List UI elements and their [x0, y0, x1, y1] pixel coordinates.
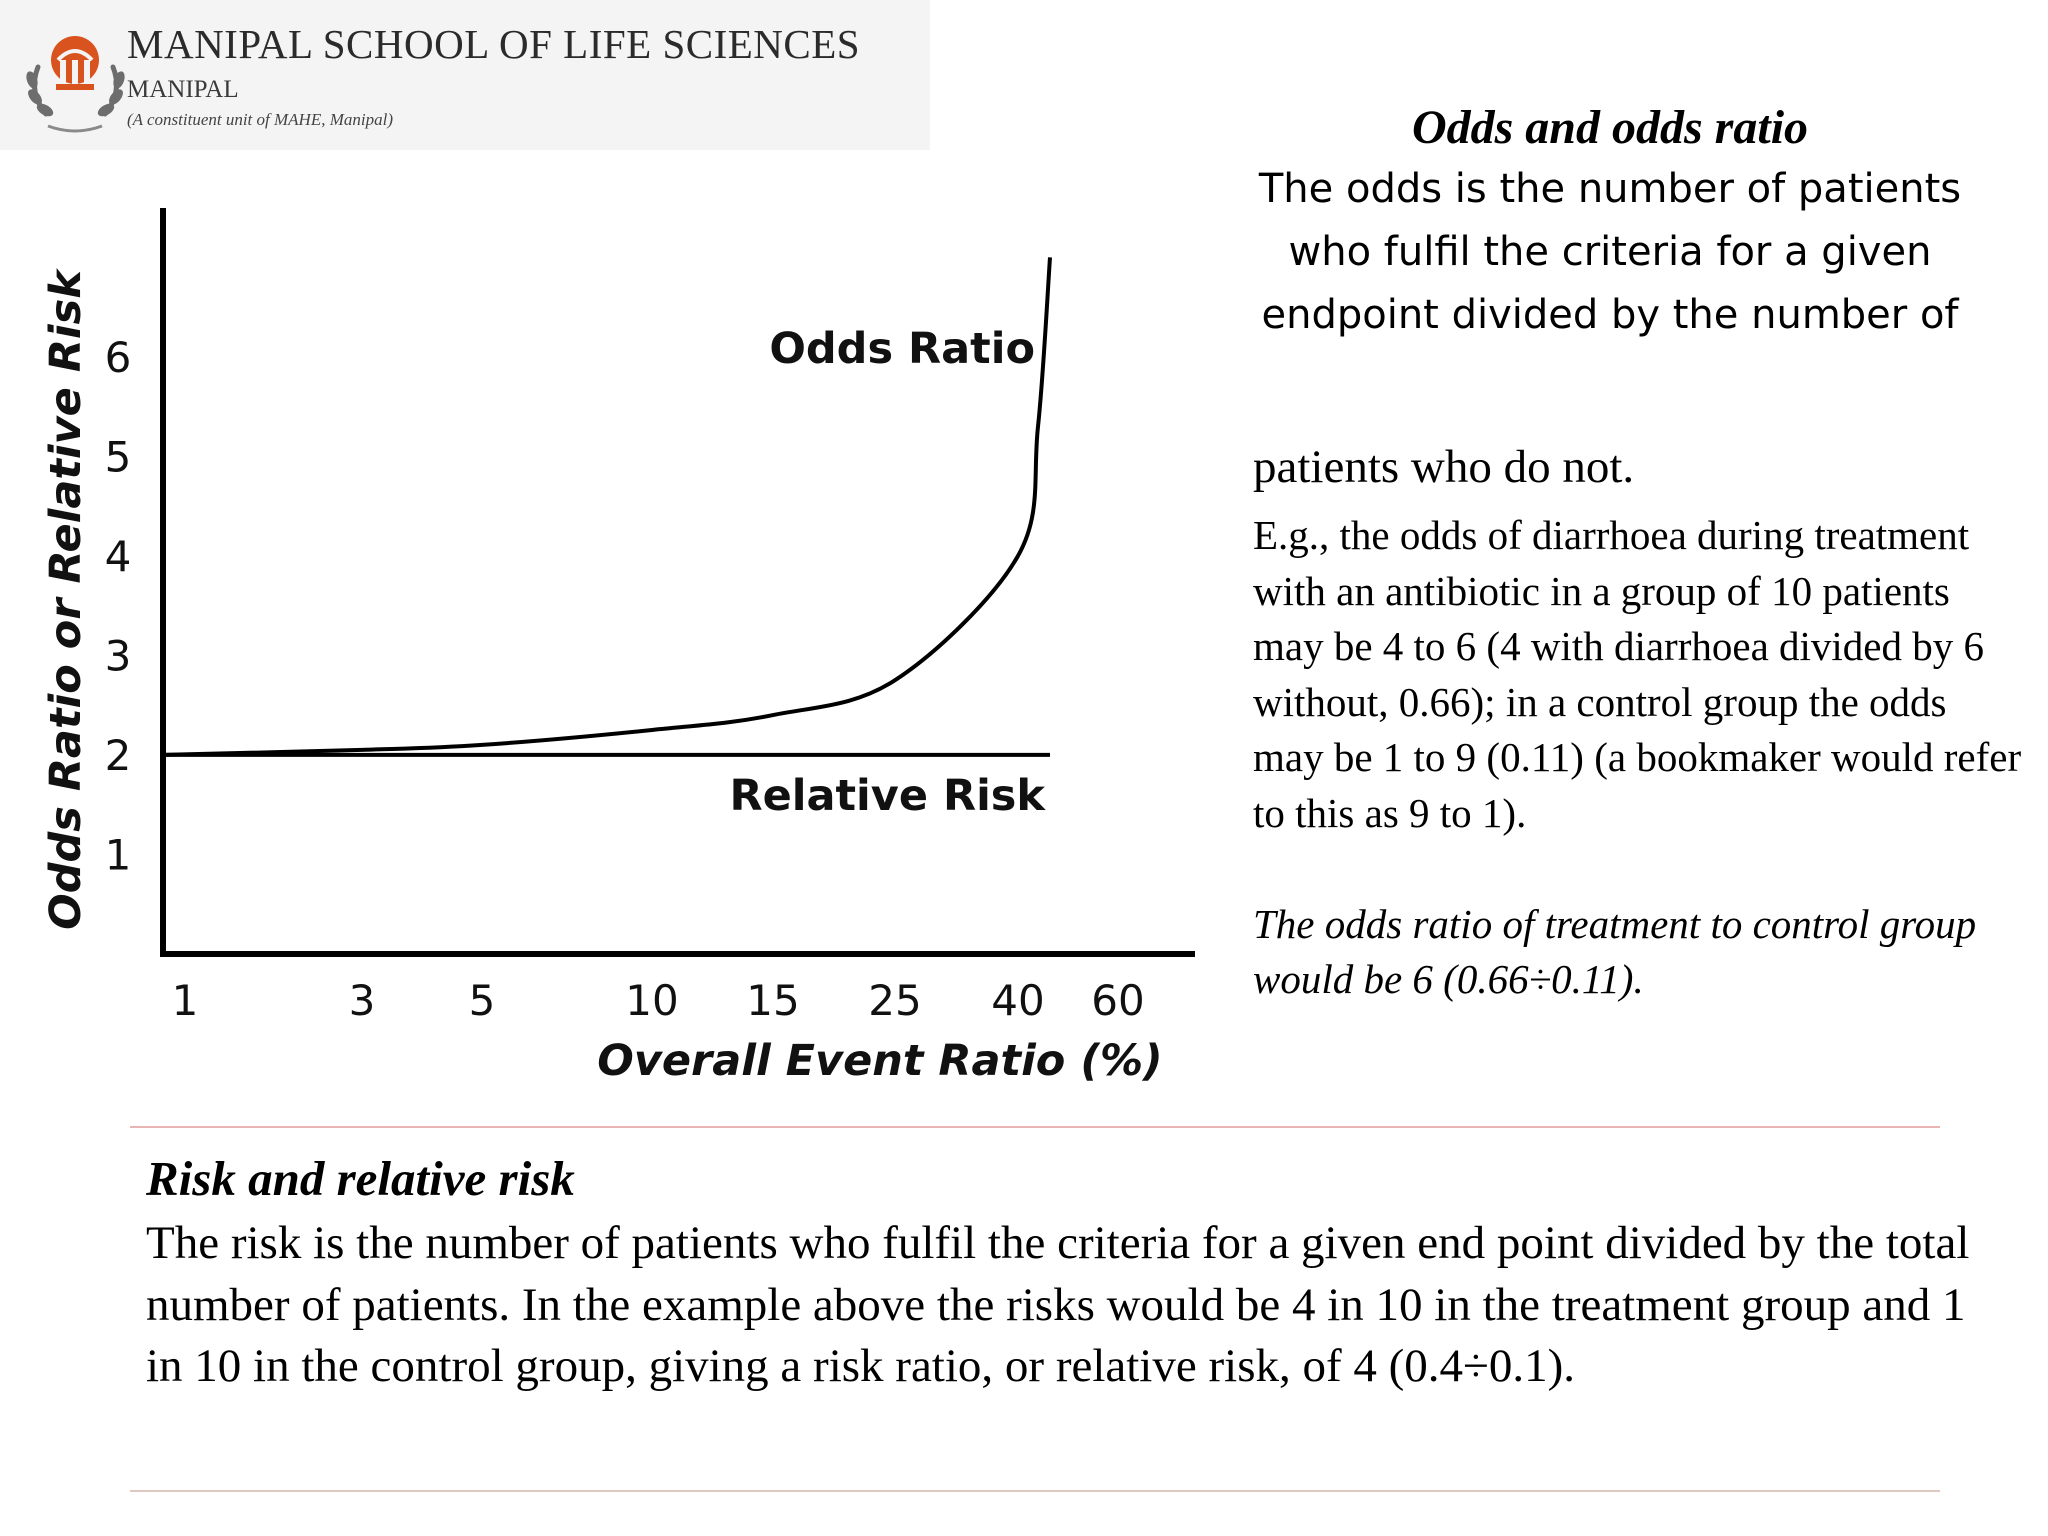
x-tick-label: 15 — [746, 976, 799, 1025]
y-tick-label: 6 — [105, 333, 132, 382]
institution-city: MANIPAL — [127, 76, 239, 103]
series-label-relative-risk: Relative Risk — [729, 771, 1046, 821]
institution-name: MANIPAL SCHOOL OF LIFE SCIENCES — [127, 21, 861, 67]
x-tick-label: 1 — [172, 976, 199, 1025]
section-divider — [130, 1126, 1940, 1128]
x-tick-label: 10 — [625, 976, 678, 1025]
risk-definition: The risk is the number of patients who f… — [146, 1217, 1970, 1392]
y-tick-label: 5 — [105, 432, 132, 481]
institution-subtitle: (A constituent unit of MAHE, Manipal) — [127, 110, 393, 129]
odds-definition: The odds is the number of patients who f… — [1258, 166, 1962, 338]
x-tick-label: 40 — [991, 976, 1044, 1025]
manipal-emblem-icon — [26, 36, 125, 133]
x-tick-label: 3 — [349, 976, 376, 1025]
x-tick-label: 60 — [1091, 976, 1144, 1025]
odds-ratio-note: The odds ratio of treatment to control g… — [1253, 901, 1977, 1002]
x-axis-title: Overall Event Ratio (%) — [597, 1036, 1162, 1086]
y-tick-label: 3 — [105, 631, 132, 680]
x-tick-label: 5 — [469, 976, 496, 1025]
y-tick-label: 1 — [105, 830, 132, 879]
odds-section-title: Odds and odds ratio — [1411, 101, 1809, 154]
series-line-odds-ratio — [162, 257, 1052, 757]
y-tick-label: 4 — [105, 532, 132, 581]
odds-example: E.g., the odds of diarrhoea during treat… — [1253, 512, 2022, 836]
bottom-divider — [130, 1490, 1940, 1492]
risk-section-title: Risk and relative risk — [146, 1151, 575, 1206]
series-label-odds-ratio: Odds Ratio — [769, 324, 1035, 374]
y-tick-label: 2 — [105, 731, 132, 780]
institution-logo: MANIPAL SCHOOL OF LIFE SCIENCES MANIPAL … — [0, 0, 930, 150]
odds-definition-continued: patients who do not. — [1253, 441, 1635, 493]
y-axis-title: Odds Ratio or Relative Risk — [41, 268, 91, 930]
odds-vs-risk-chart: 1 2 3 4 5 6 1 3 5 10 15 25 40 60 Odds Ratio or Relat… — [41, 208, 1195, 1086]
x-tick-label: 25 — [868, 976, 921, 1025]
